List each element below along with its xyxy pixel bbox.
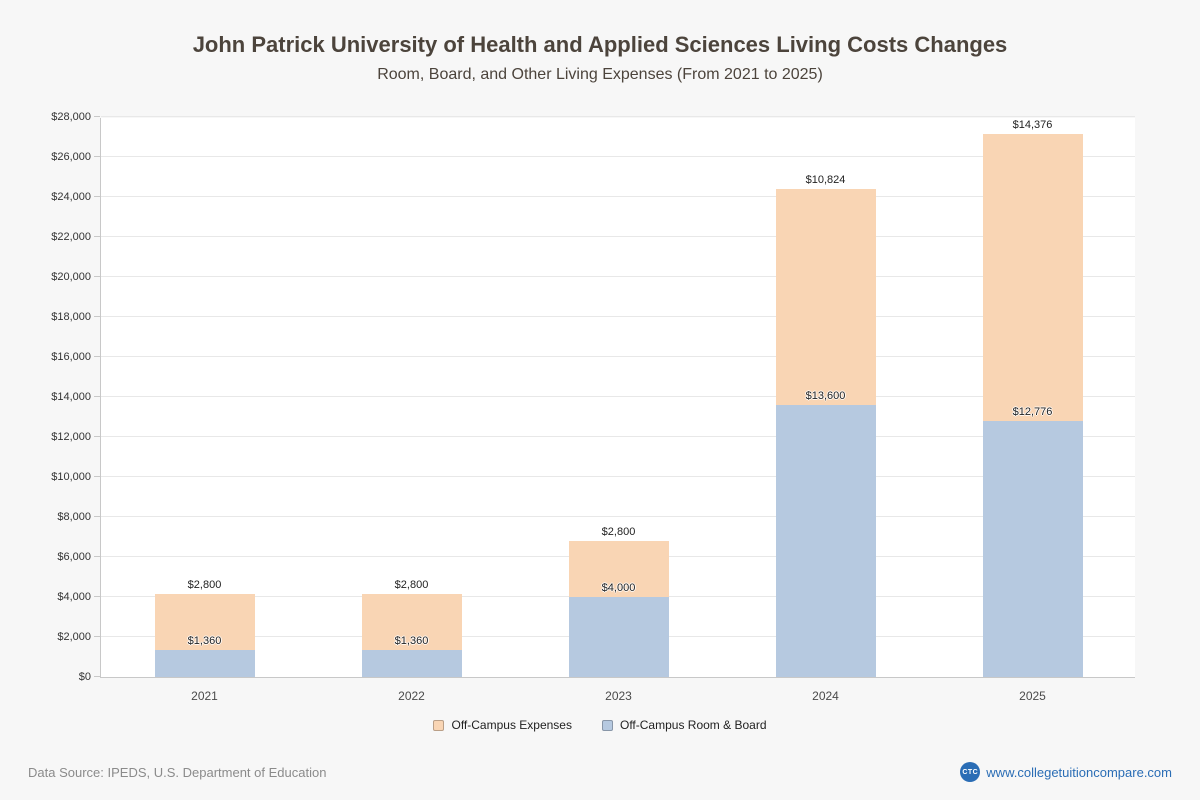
y-axis-tick [94,236,100,237]
y-axis-tick [94,316,100,317]
gridline [101,236,1135,237]
y-axis-label: $10,000 [51,471,91,483]
y-axis-label: $2,000 [57,631,91,643]
y-axis-label: $28,000 [51,111,91,123]
gridline [101,196,1135,197]
x-axis-label: 2023 [605,689,632,703]
legend-item-off-campus-room-board[interactable]: Off-Campus Room & Board [601,718,767,732]
site-url: www.collegetuitioncompare.com [986,764,1172,780]
y-axis-tick [94,516,100,517]
y-axis-label: $8,000 [57,511,91,523]
y-axis-tick [94,396,100,397]
bar-value-label: $2,800 [187,578,222,591]
bar-segment [568,541,669,597]
y-axis-label: $6,000 [57,551,91,563]
gridline [101,436,1135,437]
legend-swatch-room-board-icon [601,719,613,731]
bar-value-label: $2,800 [601,526,636,538]
y-axis-label: $24,000 [51,191,91,203]
x-axis-label: 2021 [191,689,218,703]
bar-value-label: $4,000 [601,582,636,594]
bar-value-label: $1,360 [394,634,429,647]
chart-header: John Patrick University of Health and Ap… [0,0,1200,84]
y-axis-tick [94,156,100,157]
gridline [101,516,1135,517]
y-axis-label: $14,000 [51,391,91,403]
bar-value-label: $14,376 [1012,118,1053,131]
bar-value-label: $10,824 [805,173,846,186]
bar-segment [982,421,1083,677]
y-axis-label: $4,000 [57,591,91,603]
data-source-text: Data Source: IPEDS, U.S. Department of E… [28,764,327,780]
legend-label-room-board: Off-Campus Room & Board [619,718,767,732]
chart-title: John Patrick University of Health and Ap… [192,32,1008,57]
plot-area: $0 $2,000 $4,000 $6,000 $8,000 $10,000 $12,000… [51,111,1135,703]
x-axis-label: 2022 [398,689,425,703]
gridline [101,316,1135,317]
y-axis-tick [94,556,100,557]
bar-value-label: $2,800 [394,578,429,591]
y-axis-tick [94,116,100,117]
gridline [101,476,1135,477]
x-axis-label: 2025 [1019,689,1046,703]
y-axis-tick [94,276,100,277]
bar-segment [568,597,669,677]
bar-value-label: $13,600 [805,390,846,402]
y-axis-label: $20,000 [51,271,91,283]
bar-value-label: $12,776 [1012,406,1053,419]
bar-segment [775,405,876,677]
y-axis-label: $16,000 [51,351,91,363]
gridline [101,276,1135,277]
legend: Off-Campus Expenses Off-Campus Room & Bo… [0,718,1200,732]
y-axis-label: $26,000 [51,151,91,163]
bar-segment [982,133,1083,422]
y-axis-tick [94,356,100,357]
chart-subtitle: Room, Board, and Other Living Expenses (… [377,66,823,83]
gridline [101,156,1135,157]
bar-value-label: $1,360 [187,634,222,647]
y-axis-label: $12,000 [51,431,91,443]
y-axis-tick [94,596,100,597]
bar-segment [361,593,462,650]
y-axis-tick [94,436,100,437]
gridline [101,356,1135,357]
x-axis-label: 2024 [812,689,839,703]
legend-item-off-campus-expenses[interactable]: Off-Campus Expenses [433,718,572,732]
y-axis-tick [94,676,100,677]
bar-segment [154,593,255,650]
ctc-logo-icon: CTC [960,762,981,782]
legend-label-expenses: Off-Campus Expenses [451,718,572,732]
y-axis-tick [94,476,100,477]
y-axis-tick [94,196,100,197]
site-link[interactable]: CTC www.collegetuitioncompare.com [960,762,1172,782]
y-axis-tick [94,636,100,637]
legend-swatch-expenses-icon [433,719,445,731]
y-axis-label: $18,000 [51,311,91,323]
gridline [101,116,1135,117]
y-axis-label: $22,000 [51,231,91,243]
footer: Data Source: IPEDS, U.S. Department of E… [28,762,1172,782]
gridline [101,396,1135,397]
y-axis-label: $0 [78,671,91,683]
bar-segment [775,188,876,405]
bar-segment [154,649,255,677]
bar-segment [361,649,462,677]
